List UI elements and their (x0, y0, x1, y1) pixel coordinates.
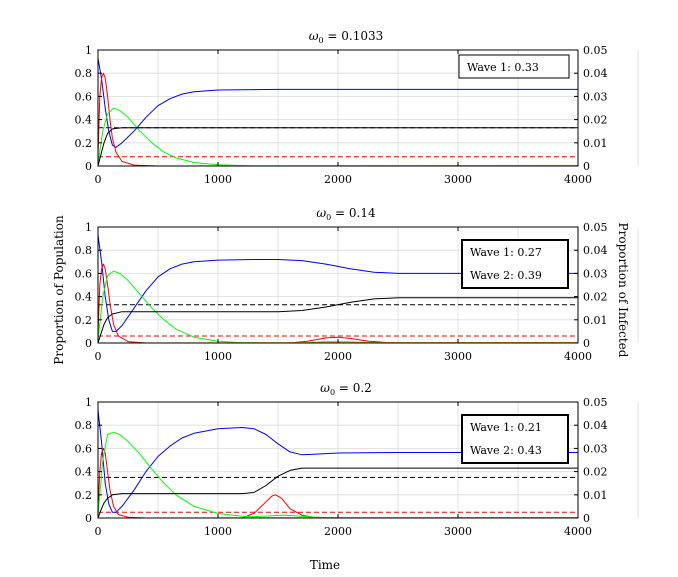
x-tick-label: 3000 (444, 525, 472, 538)
left-y-tick-label: 0 (85, 337, 92, 350)
right-y-tick-label: 0.05 (583, 396, 608, 409)
left-y-tick-label: 0.2 (75, 137, 93, 150)
chart-panel-2: 0 1000 2000 3000 400000.20.40.60.8100.010.02… (75, 206, 639, 363)
right-y-tick-label: 0 (583, 512, 590, 525)
right-y-tick-label: 0 (583, 337, 590, 350)
title-subscript: 0 (326, 213, 331, 222)
x-tick-label: 4000 (564, 173, 592, 186)
series-line-recovered (97, 127, 578, 167)
left-y-tick-label: 1 (85, 44, 92, 57)
x-tick-label: 2000 (324, 350, 352, 363)
title-value: = 0.1033 (324, 29, 384, 43)
title-value: = 0.2 (335, 381, 372, 395)
left-y-tick-label: 0.2 (75, 314, 93, 327)
series-line-recovered (97, 297, 578, 344)
x-tick-label: 3000 (444, 350, 472, 363)
panel-title: ω0 = 0.14 (316, 206, 376, 222)
x-tick-label: 3000 (444, 173, 472, 186)
title-symbol: ω (320, 381, 330, 395)
series-line-exposed (97, 431, 578, 519)
panel-title: ω0 = 0.2 (320, 381, 372, 397)
right-y-tick-label: 0 (583, 160, 590, 173)
x-tick-label: 0 (95, 350, 102, 363)
right-y-tick-label: 0.01 (583, 314, 608, 327)
left-y-tick-label: 0.2 (75, 489, 93, 502)
right-y-tick-label: 0.05 (583, 221, 608, 234)
x-tick-label: 0 (95, 173, 102, 186)
right-y-tick-label: 0.02 (583, 466, 608, 479)
wave-box-frame (461, 414, 569, 464)
left-y-tick-label: 1 (85, 396, 92, 409)
wave-label-1: Wave 1: 0.21 (470, 421, 542, 434)
left-y-axis-label: Proportion of Population (52, 215, 66, 365)
right-y-tick-label: 0.04 (583, 67, 608, 80)
right-y-tick-label: 0.04 (583, 419, 608, 432)
left-y-tick-label: 0.4 (75, 114, 93, 127)
series-line-infected (97, 263, 578, 344)
wave-box-frame (458, 54, 570, 79)
title-symbol: ω (316, 206, 326, 220)
right-y-tick-label: 0.03 (583, 442, 608, 455)
series-line-recovered (97, 467, 578, 519)
right-y-tick-label: 0.02 (583, 291, 608, 304)
x-axis-label: Time (310, 558, 340, 572)
left-y-tick-label: 0.8 (75, 67, 93, 80)
title-symbol: ω (309, 29, 319, 43)
left-y-tick-label: 1 (85, 221, 92, 234)
x-tick-label: 0 (95, 525, 102, 538)
right-y-axis-label: Proportion of Infected (616, 223, 630, 358)
wave-annotation-box: Wave 1: 0.27 Wave 2: 0.39 (461, 239, 569, 289)
left-y-tick-label: 0.8 (75, 244, 93, 257)
title-value: = 0.14 (331, 206, 376, 220)
left-y-tick-label: 0.6 (75, 442, 93, 455)
wave-label-2: Wave 2: 0.43 (470, 444, 542, 457)
wave-annotation-box: Wave 1: 0.33 (458, 54, 570, 79)
x-tick-label: 4000 (564, 525, 592, 538)
left-y-tick-label: 0.4 (75, 291, 93, 304)
wave-label-2: Wave 2: 0.39 (470, 269, 542, 282)
right-y-tick-label: 0.03 (583, 90, 608, 103)
chart-panel-1: 0 1000 2000 3000 400000.20.40.60.8100.010.02… (75, 29, 639, 186)
left-y-tick-label: 0.6 (75, 267, 93, 280)
right-y-tick-label: 0.03 (583, 267, 608, 280)
left-y-tick-label: 0.6 (75, 90, 93, 103)
chart-panel-3: 0 1000 2000 3000 400000.20.40.60.8100.010.02… (75, 381, 639, 538)
x-tick-label: 4000 (564, 350, 592, 363)
wave-label-1: Wave 1: 0.27 (470, 246, 542, 259)
title-subscript: 0 (319, 36, 324, 45)
wave-box-frame (461, 239, 569, 289)
left-y-tick-label: 0.4 (75, 466, 93, 479)
series-line-infected (97, 72, 578, 167)
left-y-tick-label: 0 (85, 512, 92, 525)
right-y-tick-label: 0.05 (583, 44, 608, 57)
right-y-tick-label: 0.02 (583, 114, 608, 127)
x-tick-label: 2000 (324, 173, 352, 186)
wave-annotation-box: Wave 1: 0.21 Wave 2: 0.43 (461, 414, 569, 464)
series-line-exposed (97, 107, 578, 167)
left-y-tick-label: 0 (85, 160, 92, 173)
panel-title: ω0 = 0.1033 (309, 29, 384, 45)
series-line-susceptible (97, 235, 578, 332)
title-subscript: 0 (330, 388, 335, 397)
series-line-exposed (97, 270, 578, 344)
left-y-tick-label: 0.8 (75, 419, 93, 432)
right-y-tick-label: 0.01 (583, 137, 608, 150)
x-tick-label: 1000 (204, 350, 232, 363)
series-line-susceptible (97, 410, 578, 513)
wave-label-1: Wave 1: 0.33 (467, 61, 539, 74)
x-tick-label: 1000 (204, 525, 232, 538)
x-tick-label: 1000 (204, 173, 232, 186)
right-y-tick-label: 0.01 (583, 489, 608, 502)
x-tick-label: 2000 (324, 525, 352, 538)
right-y-tick-label: 0.04 (583, 244, 608, 257)
series-line-susceptible (97, 58, 578, 148)
